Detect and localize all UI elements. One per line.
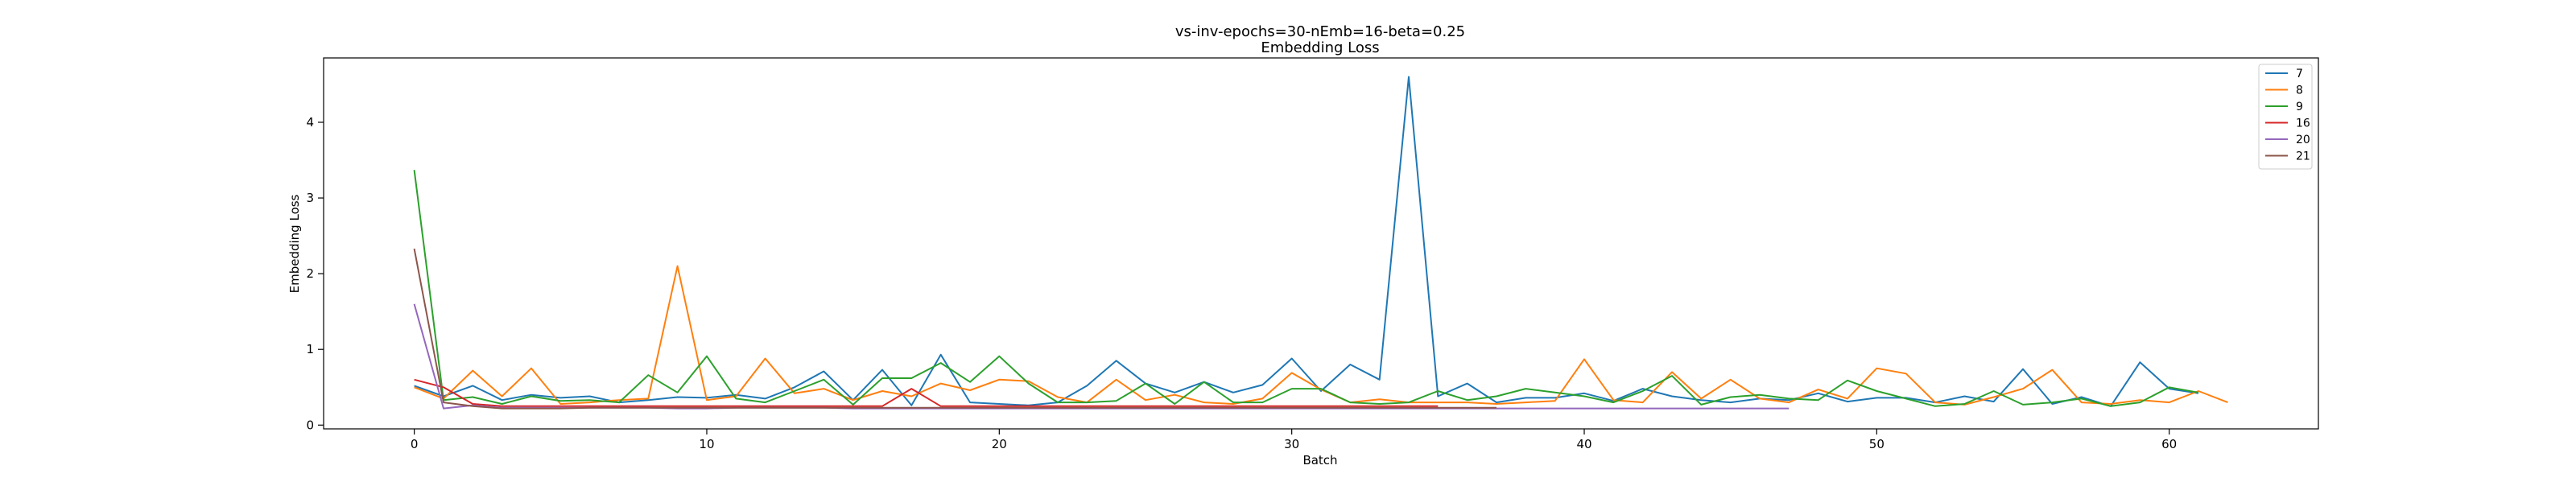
- x-tick-label: 60: [2161, 437, 2177, 451]
- y-axis-label: Embedding Loss: [287, 194, 302, 293]
- plot-frame: [323, 57, 2319, 430]
- legend-label-7: 7: [2296, 68, 2303, 80]
- y-tick-label: 0: [306, 418, 314, 432]
- x-tick-label: 10: [699, 437, 714, 451]
- y-tick-label: 2: [306, 266, 314, 281]
- series-line-7: [414, 76, 2199, 407]
- legend-label-20: 20: [2296, 134, 2310, 146]
- series-line-9: [413, 170, 2199, 407]
- y-tick-label: 4: [306, 115, 314, 130]
- x-axis-label: Batch: [1302, 453, 1337, 467]
- legend-label-9: 9: [2296, 101, 2303, 113]
- chart-title: vs-inv-epochs=30-nEmb=16-beta=0.25: [1175, 23, 1465, 40]
- series-lines: [413, 76, 2228, 410]
- legend-label-21: 21: [2296, 150, 2310, 163]
- x-tick-label: 20: [992, 437, 1007, 451]
- y-tick-label: 3: [306, 191, 314, 205]
- x-tick-label: 30: [1284, 437, 1299, 451]
- chart-subtitle: Embedding Loss: [1261, 39, 1379, 56]
- x-tick-label: 50: [1869, 437, 1885, 451]
- x-tick-label: 0: [411, 437, 419, 451]
- series-line-21: [413, 248, 1496, 410]
- x-tick-label: 40: [1576, 437, 1591, 451]
- legend-label-8: 8: [2296, 84, 2303, 97]
- legend: 7 8 9 16 20 21: [2258, 64, 2313, 170]
- legend-label-16: 16: [2296, 117, 2310, 130]
- axis-ticks: 0 10 20 30 40 50 60 0 1 2 3 4: [306, 115, 2177, 451]
- series-line-16: [414, 378, 1439, 407]
- series-line-8: [414, 265, 2228, 406]
- y-tick-label: 1: [306, 342, 314, 356]
